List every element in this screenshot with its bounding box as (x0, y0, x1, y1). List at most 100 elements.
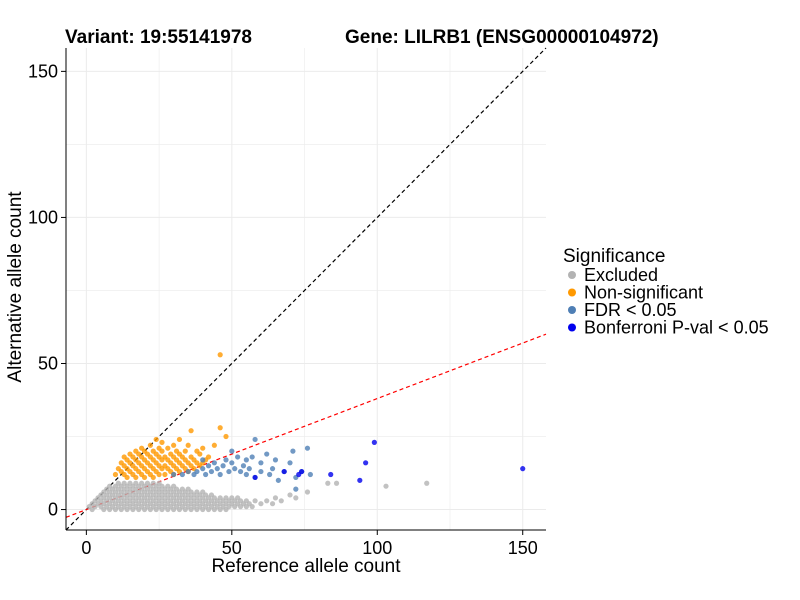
y-tick-label: 50 (38, 353, 58, 373)
data-point (176, 436, 183, 443)
data-point (258, 460, 264, 466)
data-point (133, 474, 139, 481)
data-point (232, 466, 238, 472)
data-point (162, 471, 168, 478)
data-point (287, 492, 293, 498)
y-tick-label: 150 (28, 61, 58, 81)
gene-title: Gene: LILRB1 (ENSG00000104972) (345, 27, 659, 48)
variant-title: Variant: 19:55141978 (65, 27, 252, 48)
legend-swatch (568, 271, 576, 279)
data-point (141, 474, 148, 481)
data-point (243, 457, 249, 463)
data-point (275, 477, 281, 483)
data-point (217, 471, 223, 478)
data-point (304, 489, 311, 495)
data-point (252, 474, 258, 481)
data-point (150, 474, 156, 481)
legend: Significance ExcludedNon-significantFDR … (563, 246, 769, 338)
data-point (208, 468, 215, 475)
data-point (357, 477, 363, 483)
series-excluded (86, 480, 430, 513)
data-point (165, 445, 171, 451)
data-point (281, 468, 287, 475)
data-point (156, 471, 162, 478)
data-point (264, 498, 270, 504)
y-axis-title: Alternative allele count (5, 191, 26, 383)
x-axis-title: Reference allele count (211, 556, 401, 577)
data-point (171, 442, 177, 448)
data-point (217, 425, 223, 431)
grid-lines (66, 48, 546, 530)
data-point (424, 480, 430, 486)
data-point (252, 498, 258, 504)
data-point (258, 468, 264, 475)
data-point (223, 457, 229, 463)
data-point (383, 483, 389, 489)
reference-line-1 (65, 47, 547, 531)
data-point (272, 495, 279, 501)
data-point (211, 442, 217, 448)
x-tick-label: 100 (362, 538, 392, 558)
data-point (325, 480, 331, 486)
legend-swatch (568, 323, 576, 332)
data-point (171, 471, 177, 478)
legend-title: Significance (563, 246, 665, 267)
data-point (200, 457, 206, 463)
data-point (269, 501, 276, 507)
data-point (371, 439, 377, 445)
data-point (159, 448, 165, 454)
data-point (203, 471, 209, 478)
data-point (333, 480, 340, 486)
data-point (226, 468, 232, 475)
data-point (293, 495, 299, 501)
x-tick-label: 0 (81, 538, 91, 558)
data-point (217, 352, 223, 358)
data-point (252, 436, 258, 443)
data-point (299, 468, 305, 475)
data-point (223, 433, 229, 440)
legend-swatch (568, 288, 576, 297)
data-point (290, 448, 296, 454)
data-point (200, 445, 206, 451)
data-point (278, 498, 284, 504)
x-tick-label: 150 (508, 538, 538, 558)
data-point (211, 460, 217, 466)
data-point (258, 501, 264, 507)
legend-label: Bonferroni P-val < 0.05 (584, 318, 769, 338)
data-point (194, 468, 200, 475)
legend-label: Non-significant (584, 283, 703, 303)
data-point (205, 463, 212, 469)
data-point (147, 442, 153, 448)
legend-label: FDR < 0.05 (584, 300, 677, 320)
data-point (205, 454, 212, 460)
data-point (185, 468, 191, 475)
data-point (272, 457, 279, 463)
data-point (235, 454, 241, 460)
axes (65, 48, 546, 531)
series-non-significant (112, 352, 229, 481)
data-point (328, 471, 334, 478)
data-point (269, 466, 276, 472)
axis-ticks: 0 50 100 150 0 50 100 150 (28, 61, 538, 558)
legend-label: Excluded (584, 265, 658, 285)
reference-lines (65, 47, 547, 531)
data-point (249, 454, 255, 460)
data-point (200, 466, 206, 472)
data-point (243, 471, 249, 478)
x-tick-label: 50 (222, 538, 242, 558)
y-tick-label: 100 (28, 207, 58, 227)
data-point (153, 436, 159, 443)
data-point (249, 504, 255, 510)
legend-swatch (568, 306, 576, 314)
data-point (237, 468, 244, 475)
data-point (287, 460, 293, 466)
data-point (264, 451, 270, 457)
data-point (185, 442, 191, 448)
y-tick-label: 0 (48, 500, 58, 520)
data-point (293, 486, 299, 492)
data-point (229, 448, 235, 454)
data-point (124, 474, 130, 481)
data-point (229, 460, 235, 466)
